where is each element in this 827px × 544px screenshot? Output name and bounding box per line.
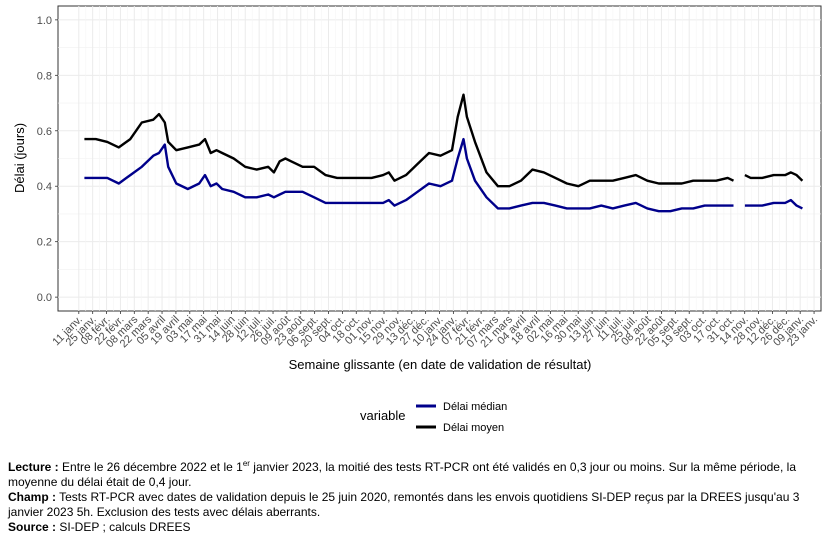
x-axis: 11 janv.25 janv.08 févr.22 févr.08 mars2… <box>50 311 820 350</box>
lecture-text-1: Entre le 26 décembre 2022 et le 1 <box>58 460 243 474</box>
y-tick-label: 0.0 <box>37 292 52 304</box>
lecture-text-2: janvier 2023, la moitié des tests RT-PCR… <box>8 460 796 489</box>
y-axis: 0.0 0.2 0.4 0.6 0.8 1.0 <box>37 15 58 304</box>
lecture-sup: er <box>242 459 250 468</box>
series-lines <box>84 93 804 213</box>
series-line-mean <box>84 93 804 188</box>
champ-text: Tests RT-PCR avec dates de validation de… <box>8 490 800 519</box>
lecture-label: Lecture : <box>8 460 59 474</box>
source-label: Source : <box>8 520 57 534</box>
y-tick-label: 0.2 <box>37 237 52 249</box>
source-text: SI-DEP ; calculs DREES <box>56 520 191 534</box>
grid-lines <box>58 6 821 311</box>
x-axis-title: Semaine glissante (en date de validation… <box>289 357 592 372</box>
y-tick-label: 0.8 <box>37 70 52 82</box>
champ-label: Champ : <box>8 490 56 504</box>
y-axis-title: Délai (jours) <box>12 123 27 193</box>
series-line-median <box>84 137 803 213</box>
legend-title: variable <box>360 408 406 423</box>
y-tick-label: 1.0 <box>37 15 52 27</box>
y-tick-label: 0.6 <box>37 126 52 138</box>
line-chart: 0.0 0.2 0.4 0.6 0.8 1.0 11 janv.25 janv.08 fé… <box>12 5 822 434</box>
chart-notes: Lecture : Entre le 26 décembre 2022 et l… <box>8 460 813 535</box>
y-tick-label: 0.4 <box>37 181 52 193</box>
legend-label-mean: Délai moyen <box>443 422 504 434</box>
legend-label-median: Délai médian <box>443 401 507 413</box>
champ-note: Champ : Tests RT-PCR avec dates de valid… <box>8 490 813 520</box>
lecture-note: Lecture : Entre le 26 décembre 2022 et l… <box>8 460 813 490</box>
legend: variable Délai médian Délai moyen <box>360 401 507 434</box>
source-note: Source : SI-DEP ; calculs DREES <box>8 520 813 535</box>
